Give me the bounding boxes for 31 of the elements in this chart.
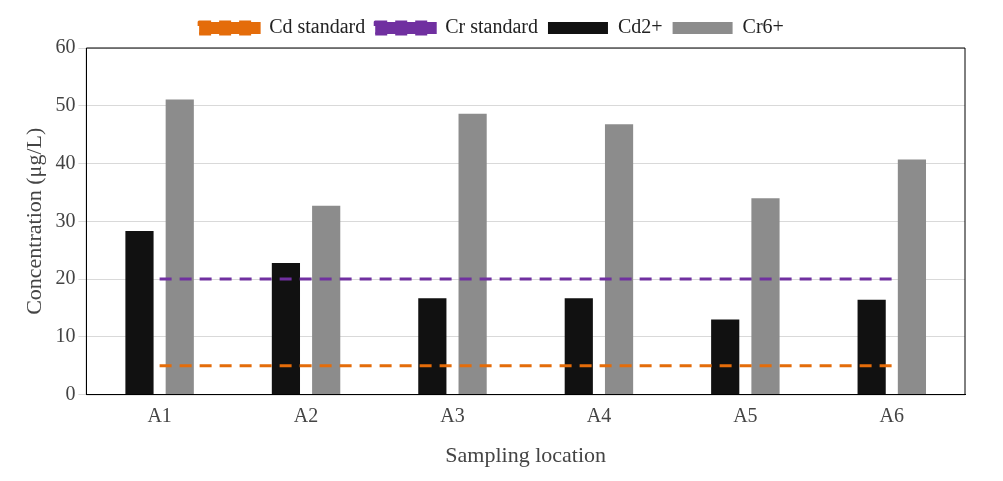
bar (897, 159, 927, 395)
x-tick-label: A3 (440, 403, 465, 426)
bar (312, 205, 341, 395)
legend-label: Cr6+ (742, 15, 784, 38)
x-tick-label: A1 (147, 403, 172, 426)
y-tick-label: 0 (65, 381, 76, 404)
legend-label: Cd standard (269, 15, 366, 38)
bar (458, 113, 487, 395)
y-tick-label: 60 (55, 35, 76, 58)
x-tick-label: A4 (586, 403, 612, 426)
x-axis-title: Sampling location (445, 441, 607, 467)
bar (165, 99, 194, 395)
y-tick-label: 20 (55, 266, 76, 289)
bar (271, 262, 301, 395)
bar (751, 198, 780, 395)
y-tick-label: 10 (55, 324, 76, 347)
legend-label: Cr standard (445, 15, 538, 38)
bar (418, 298, 447, 395)
bar (564, 298, 593, 395)
bar (604, 124, 634, 395)
y-axis-title: Concentration (μg/L) (20, 127, 46, 315)
bar (711, 319, 740, 395)
y-tick-label: 30 (55, 208, 76, 231)
bar (857, 299, 886, 395)
x-tick-label: A2 (293, 403, 319, 426)
x-tick-label: A5 (733, 403, 758, 426)
y-tick-label: 50 (55, 93, 76, 116)
bar (125, 231, 154, 395)
y-tick-label: 40 (55, 150, 76, 173)
x-tick-label: A6 (879, 403, 905, 426)
legend-label: Cd2+ (617, 15, 663, 38)
